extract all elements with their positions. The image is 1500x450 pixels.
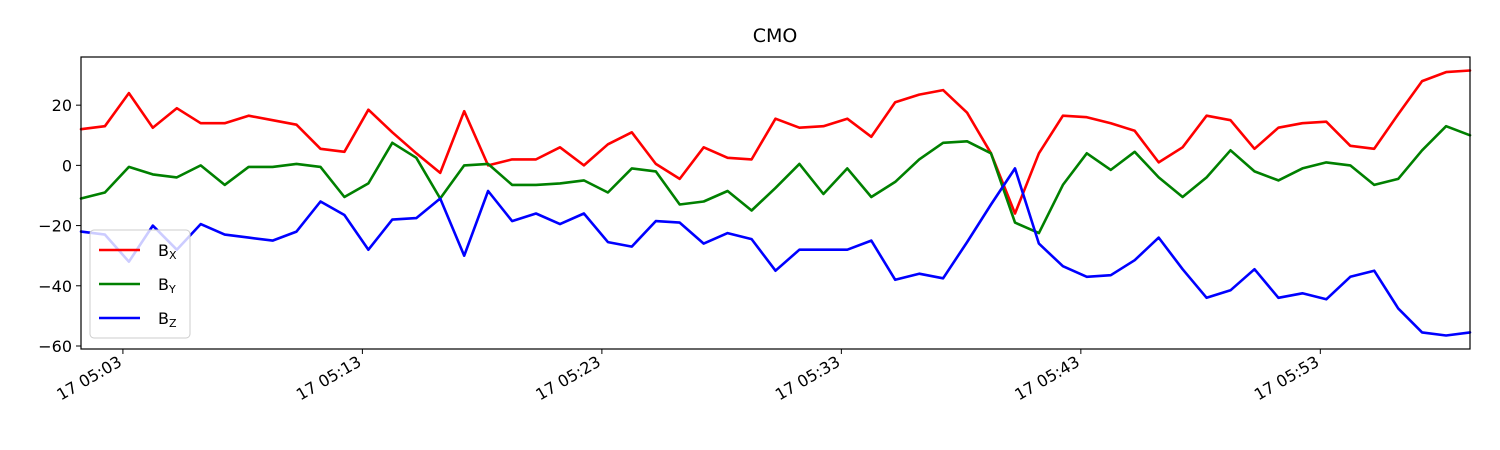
legend-label-z: BZ [158,309,177,330]
series-line-y [79,124,1472,235]
series-line-x [79,69,1472,215]
series-line-z [79,167,1472,337]
y-tick-label: 0 [62,156,72,175]
y-tick-label: −40 [38,277,72,296]
y-tick-label: 20 [52,96,72,115]
plot-frame [80,56,1471,350]
legend-label-y: BY [158,275,176,296]
y-tick-label: −60 [38,337,72,356]
legend-label-x: BX [158,241,177,262]
y-tick-label: −20 [38,217,72,236]
chart-title: CMO [753,25,798,47]
y-axis: 20 0 −20 −40 −60 [38,96,81,356]
series-layer [79,69,1472,337]
legend: BX BY BZ [89,229,191,339]
